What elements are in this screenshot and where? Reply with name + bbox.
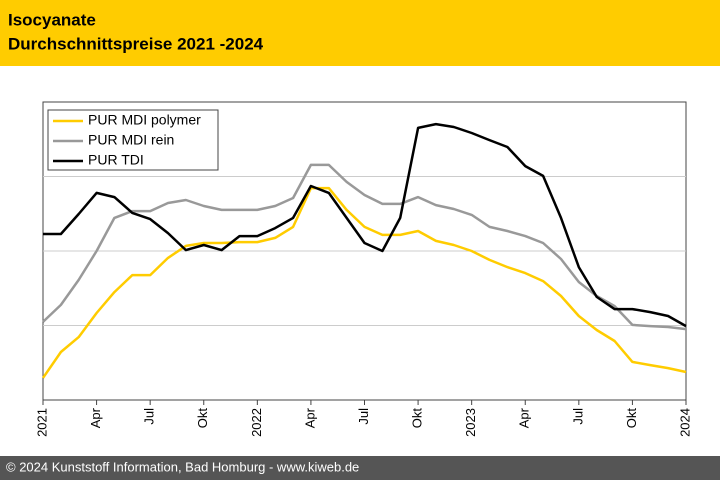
x-tick-label: Apr — [517, 407, 532, 428]
series-line — [43, 122, 687, 328]
x-tick-label: 2022 — [249, 408, 264, 437]
x-tick-label: Apr — [302, 407, 317, 428]
header-band — [0, 0, 720, 66]
legend-label: PUR MDI rein — [88, 132, 174, 148]
series-line — [42, 163, 687, 331]
legend-label: PUR TDI — [88, 152, 144, 168]
x-tick-label: 2021 — [34, 408, 49, 437]
x-tick-label: Okt — [624, 408, 639, 429]
x-tick-label: Jul — [570, 408, 585, 425]
legend-label: PUR MDI polymer — [88, 112, 201, 128]
x-tick-label: 2024 — [677, 408, 692, 437]
chart-title: Isocyanate — [8, 10, 96, 29]
x-tick-label: Apr — [88, 407, 103, 428]
series-line — [41, 186, 687, 379]
x-tick-label: 2023 — [463, 408, 478, 437]
footer-band — [0, 456, 720, 480]
x-tick-label: Jul — [356, 408, 371, 425]
footer-text: © 2024 Kunststoff Information, Bad Hombu… — [6, 459, 359, 474]
x-tick-label: Jul — [142, 408, 157, 425]
x-tick-label: Okt — [195, 408, 210, 429]
x-tick-label: Okt — [410, 408, 425, 429]
chart-subtitle: Durchschnittspreise 2021 -2024 — [8, 34, 264, 53]
